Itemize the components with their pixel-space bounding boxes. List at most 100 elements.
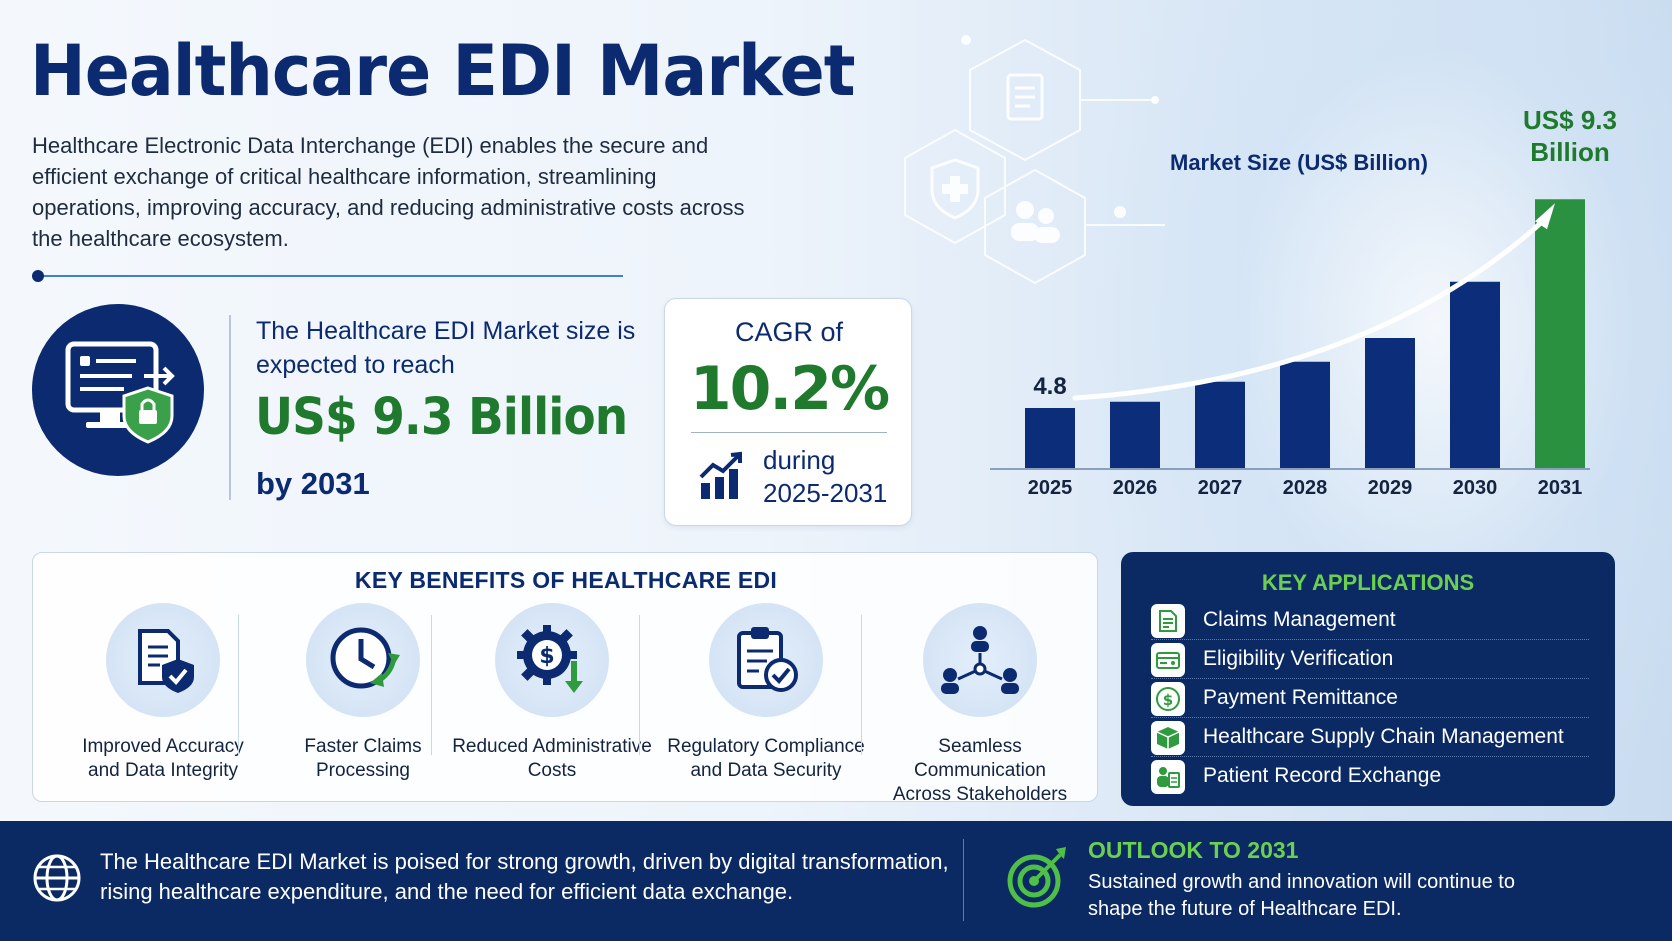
reach-text-line-2: expected to reach [256,351,455,379]
benefit-label-line: Costs [527,760,577,781]
outlook-title: OUTLOOK TO 2031 [1088,837,1299,863]
application-item: Healthcare Supply Chain Management [1151,719,1589,757]
benefit-separator [431,615,432,755]
benefit-item: $ Reduced Administrative Costs [447,603,657,783]
key-benefits-panel: KEY BENEFITS OF HEALTHCARE EDI Improved … [32,552,1098,805]
benefit-label-line: and Data Integrity [88,760,238,781]
bar-2025 [1025,408,1075,468]
clipboard-check-icon [709,603,823,717]
bar-2027 [1195,381,1245,468]
reach-text: The Healthcare EDI Market size is expect… [256,314,635,382]
benefit-label-line: Processing [316,760,410,781]
dollar-gear-icon: $ [495,603,609,717]
x-tick-label: 2029 [1368,477,1413,499]
medical-shield-icon [930,158,980,220]
vertical-separator [229,315,231,500]
svg-text:$: $ [539,644,554,669]
application-item: $ Payment Remittance [1151,680,1589,718]
benefit-item: Seamless Communication Across Stakeholde… [875,603,1085,807]
benefit-separator [639,615,640,755]
benefit-label: Improved Accuracy and Data Integrity [58,735,268,783]
box-icon [1151,721,1185,755]
benefit-item: Regulatory Compliance and Data Security [661,603,871,783]
x-tick-label: 2028 [1283,477,1328,499]
x-tick-label: 2026 [1113,477,1158,499]
intro-paragraph: Healthcare Electronic Data Interchange (… [32,133,745,251]
application-label: Claims Management [1203,608,1396,631]
market-value: US$ 9.3 Billion [255,388,628,447]
document-icon [1006,73,1044,121]
benefit-label-line: Across Stakeholders [892,784,1068,805]
footer-banner: The Healthcare EDI Market is poised for … [0,821,1672,941]
divider-dot [32,270,44,282]
hexagon-icons-decoration [904,35,1165,285]
network-people-icon [923,603,1037,717]
footer-separator [963,839,964,921]
monitor-lock-icon [32,304,204,476]
market-year: by 2031 [256,466,370,501]
claim-document-icon [1151,604,1185,638]
trend-arrow-head [1535,203,1555,230]
bar-2030 [1450,281,1500,468]
globe-icon [33,854,81,902]
application-label: Healthcare Supply Chain Management [1203,725,1564,748]
market-size-bar-chart: 2025 2026 2027 2028 2029 2030 2031 4.8 [990,199,1590,499]
application-item: Eligibility Verification [1151,641,1589,679]
document-shield-icon [106,603,220,717]
data-label-first: 4.8 [1033,373,1066,400]
applications-title: KEY APPLICATIONS [1261,570,1475,595]
outlook-text: Sustained growth and innovation will con… [1088,871,1515,920]
key-applications-panel: KEY APPLICATIONS Claims Management Eligi… [1121,552,1615,806]
people-record-icon [1151,760,1185,794]
target-icon [1007,847,1066,908]
x-tick-label: 2031 [1538,477,1583,499]
divider-line [38,275,623,277]
benefit-label-line: Reduced Administrative [452,736,652,757]
benefit-item: Faster Claims Processing [258,603,468,783]
bar-2029 [1365,338,1415,468]
clock-refresh-icon [306,603,420,717]
benefit-item: Improved Accuracy and Data Integrity [58,603,268,783]
bar-2031 [1535,199,1585,468]
bar-2028 [1280,361,1330,468]
benefits-title: KEY BENEFITS OF HEALTHCARE EDI [354,567,778,593]
benefit-label-line: Improved Accuracy [82,736,244,757]
trend-arrow-line [1072,216,1548,401]
page-title: Healthcare EDI Market [30,30,856,112]
benefit-label: Faster Claims Processing [258,735,468,783]
dollar-circle-icon: $ [1151,682,1185,716]
benefit-label: Regulatory Compliance and Data Security [661,735,871,783]
benefit-label: Reduced Administrative Costs [447,735,657,783]
final-value-line-1: US$ 9.3 [1523,105,1617,135]
chart-title: Market Size (US$ Billion) [1170,150,1428,175]
application-label: Patient Record Exchange [1203,764,1442,787]
growth-chart-icon [699,451,742,499]
benefit-label: Seamless Communication Across Stakeholde… [875,735,1085,807]
cagr-period-value: 2025-2031 [763,478,888,508]
x-tick-label: 2030 [1453,477,1498,499]
cagr-value: 10.2% [689,354,890,424]
benefit-separator [238,615,239,755]
benefit-label-line: Regulatory Compliance [667,736,865,757]
cagr-during-label: during [763,445,836,475]
benefit-separator [861,615,862,755]
people-icon [1011,201,1060,243]
svg-text:$: $ [1163,691,1173,709]
footer-summary: The Healthcare EDI Market is poised for … [100,849,949,904]
benefit-label-line: and Data Security [690,760,842,781]
x-tick-label: 2025 [1028,477,1073,499]
id-card-icon [1151,643,1185,677]
application-item: Patient Record Exchange [1151,758,1589,796]
final-value-line-2: Billion [1530,137,1610,167]
cagr-label: CAGR of [734,317,844,347]
application-item: Claims Management [1151,602,1589,640]
final-value-label: US$ 9.3 Billion [1500,104,1640,168]
bar-2026 [1110,401,1160,468]
benefit-label-line: Faster Claims [304,736,422,757]
reach-text-line-1: The Healthcare EDI Market size is [256,317,636,345]
benefit-label-line: Seamless Communication [914,736,1046,781]
application-label: Eligibility Verification [1203,647,1394,670]
application-label: Payment Remittance [1203,686,1398,709]
cagr-divider [691,432,887,433]
cagr-period: during 2025-2031 [763,444,887,510]
